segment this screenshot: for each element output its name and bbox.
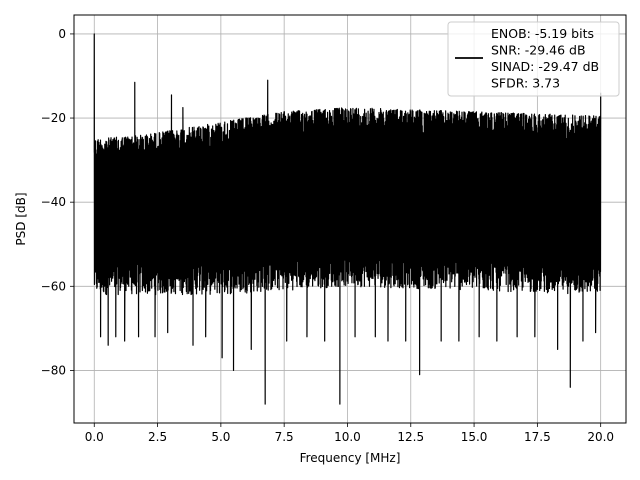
y-tick-label: −60 (41, 279, 66, 293)
y-tick-label: −40 (41, 195, 66, 209)
x-tick-label: 0.0 (85, 430, 104, 444)
legend: ENOB: -5.19 bits SNR: -29.46 dB SINAD: -… (447, 21, 620, 97)
x-tick-label: 17.5 (524, 430, 551, 444)
y-tick-label: −80 (41, 363, 66, 377)
y-tick-label: 0 (58, 27, 66, 41)
y-tick-label: −20 (41, 111, 66, 125)
x-tick-label: 12.5 (397, 430, 424, 444)
legend-box (447, 21, 620, 97)
legend-enob: ENOB: -5.19 bits (491, 26, 594, 41)
x-tick-label: 7.5 (275, 430, 294, 444)
legend-snr: SNR: -29.46 dB (491, 43, 586, 58)
x-tick-label: 20.0 (587, 430, 614, 444)
y-axis-label: PSD [dB] (14, 192, 28, 245)
psd-trace (93, 33, 602, 405)
x-tick-label: 5.0 (211, 430, 230, 444)
plot-frame (73, 14, 627, 424)
x-tick-label: 15.0 (461, 430, 488, 444)
legend-sinad: SINAD: -29.47 dB (491, 59, 599, 74)
legend-sfdr: SFDR: 3.73 (491, 76, 560, 91)
psd-series (93, 33, 602, 405)
x-axis-label: Frequency [MHz] (300, 451, 401, 465)
x-tick-label: 2.5 (148, 430, 167, 444)
axis-ticks: 0.0 2.5 5.0 7.5 10.0 12.5 15.0 17.5 20.0 0 −20 −40 −… (41, 27, 614, 444)
x-tick-label: 10.0 (334, 430, 361, 444)
